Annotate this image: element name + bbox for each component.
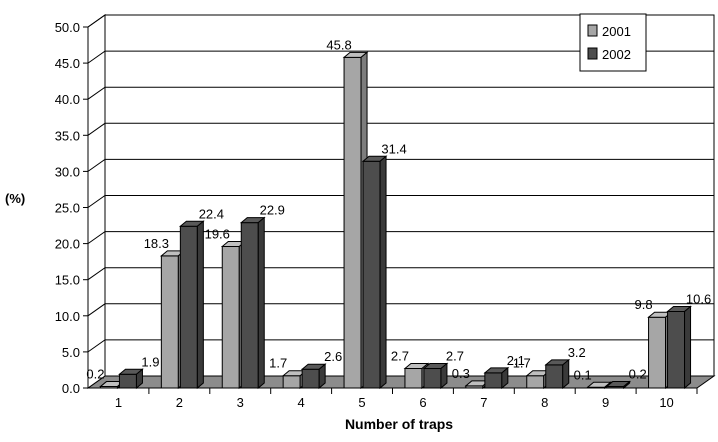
x-tick-label: 8: [541, 395, 548, 410]
x-tick-label: 5: [358, 395, 365, 410]
data-label-2002-8: 3.2: [568, 345, 586, 360]
y-tick-label: 15.0: [55, 273, 80, 288]
bar-2001-6: [404, 368, 423, 389]
legend-swatch-2002: [587, 47, 598, 60]
gridline: [87, 231, 714, 245]
bar-2002-4: [301, 368, 320, 389]
x-tick-label: 10: [659, 395, 673, 410]
x-tick-label: 1: [115, 395, 122, 410]
bar-side-2002-8: [562, 358, 570, 390]
x-tick-label: 3: [237, 395, 244, 410]
data-label-2002-3: 22.9: [260, 203, 285, 218]
y-tick-label: 10.0: [55, 309, 80, 324]
y-tick-label: 30.0: [55, 164, 80, 179]
gridline: [87, 339, 714, 353]
y-tick-label: 45.0: [55, 56, 80, 71]
bar-side-2002-2: [196, 220, 204, 390]
y-axis-title: (%): [5, 191, 25, 206]
gridline: [87, 195, 714, 208]
x-tick-label: 6: [419, 395, 426, 410]
y-tick-label: 20.0: [55, 237, 80, 252]
gridline: [87, 122, 714, 136]
gridline: [87, 14, 714, 28]
legend-label-2001: 2001: [602, 24, 631, 39]
data-label-2002-10: 10.6: [686, 291, 711, 306]
bar-2001-5: [343, 56, 362, 389]
y-tick-label: 50.0: [55, 20, 80, 35]
bar-2002-5: [362, 160, 381, 389]
bar-side-2002-4: [318, 363, 326, 390]
bar-side-2002-6: [440, 362, 448, 390]
bar-side-2002-7: [501, 366, 509, 390]
x-tick-label: 2: [176, 395, 183, 410]
bar-side-2002-5: [379, 155, 387, 390]
legend-label-2002: 2002: [602, 47, 631, 62]
x-tick-label: 4: [298, 395, 305, 410]
bar-2002-1: [118, 373, 137, 389]
bar-2001-10: [648, 316, 667, 389]
gridline: [87, 158, 714, 172]
legend-box: [579, 13, 647, 72]
bar-2002-3: [240, 222, 259, 389]
y-tick-label: 40.0: [55, 92, 80, 107]
bar-2001-8: [526, 375, 545, 389]
gridline: [87, 267, 714, 281]
data-label-2001-9: 0.1: [574, 367, 592, 382]
data-label-2001-2: 18.3: [144, 236, 169, 251]
data-label-2001-10: 9.8: [635, 297, 653, 312]
data-label-2001-6: 2.7: [391, 349, 409, 364]
gridline: [87, 303, 714, 317]
bar-2002-6: [423, 368, 442, 389]
gridline: [87, 50, 714, 64]
gridline: [87, 86, 714, 100]
y-tick-label: 0.0: [62, 381, 80, 396]
data-label-2001-4: 1.7: [269, 356, 287, 371]
data-label-2002-2: 22.4: [199, 206, 224, 221]
data-label-2001-3: 19.6: [205, 226, 230, 241]
bar-2002-7: [484, 372, 503, 389]
data-label-2001-8: 1.7: [513, 356, 531, 371]
data-label-2001-5: 45.8: [326, 37, 351, 52]
bar-2001-2: [160, 255, 179, 389]
data-label-2001-7: 0.3: [452, 366, 470, 381]
data-label-2002-9: 0.2: [629, 367, 647, 382]
x-tick-label: 7: [480, 395, 487, 410]
bar-side-2002-3: [257, 216, 265, 390]
data-label-2001-1: 0.2: [86, 367, 104, 382]
bar-2001-4: [282, 375, 301, 389]
legend-swatch-2001: [587, 24, 598, 37]
x-axis-title: Number of traps: [345, 416, 453, 432]
data-label-2002-1: 1.9: [141, 354, 159, 369]
bar-2002-2: [179, 225, 198, 389]
y-tick-label: 35.0: [55, 128, 80, 143]
data-label-2002-6: 2.7: [446, 349, 464, 364]
bar-side-2002-10: [684, 305, 692, 390]
data-label-2002-7: 2.1: [507, 353, 525, 368]
bar-2002-8: [545, 364, 564, 389]
bar-2001-3: [221, 245, 240, 389]
y-tick-label: 5.0: [62, 345, 80, 360]
bar-2002-10: [667, 310, 686, 389]
bar-side-2002-1: [135, 368, 143, 390]
data-label-2002-4: 2.6: [324, 349, 342, 364]
x-tick-label: 9: [602, 395, 609, 410]
y-tick-label: 25.0: [55, 201, 80, 216]
data-label-2002-5: 31.4: [381, 141, 406, 156]
